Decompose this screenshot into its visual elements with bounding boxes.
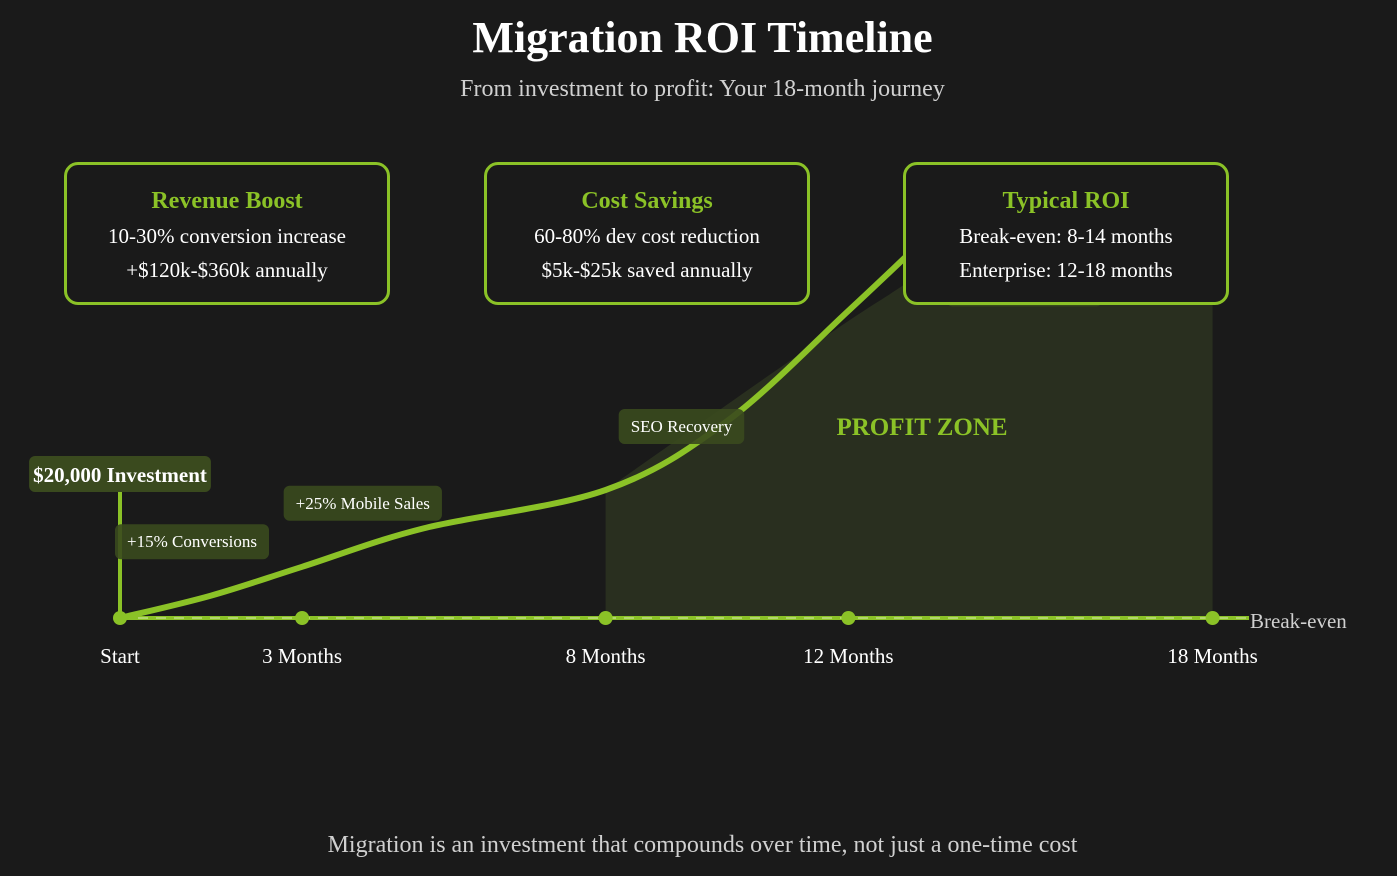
page-subtitle: From investment to profit: Your 18-month…	[460, 76, 945, 102]
milestone-label: Start	[100, 644, 140, 668]
milestone-label: 12 Months	[803, 644, 893, 668]
milestone-dot	[1205, 611, 1220, 625]
milestone-dot	[295, 611, 310, 625]
annotation-label: +25% Mobile Sales	[296, 494, 430, 513]
card-title: Cost Savings	[581, 188, 713, 214]
footer-caption: Migration is an investment that compound…	[327, 832, 1078, 858]
cost-savings-card: Cost Savings 60-80% dev cost reduction $…	[484, 162, 810, 305]
annotation-pill	[115, 524, 269, 560]
typical-roi-card: Typical ROI Break-even: 8-14 months Ente…	[903, 162, 1229, 305]
card-title: Revenue Boost	[151, 188, 303, 214]
profit-zone-label: PROFIT ZONE	[836, 414, 1007, 441]
card-line: 60-80% dev cost reduction	[534, 224, 760, 248]
milestone-dot	[598, 611, 613, 625]
break-even-label: Break-even	[1250, 609, 1347, 633]
milestone-label: 18 Months	[1167, 644, 1257, 668]
card-line: Enterprise: 12-18 months	[959, 258, 1173, 282]
card-line: Break-even: 8-14 months	[959, 224, 1173, 248]
card-line: 10-30% conversion increase	[108, 224, 346, 248]
roi-growth-curve	[117, 239, 925, 621]
investment-label-pill	[29, 456, 211, 492]
investment-label: $20,000 Investment	[33, 463, 207, 487]
profit-zone-area	[605, 257, 1213, 618]
card-title: Typical ROI	[1002, 188, 1130, 214]
milestone-label: 3 Months	[262, 644, 342, 668]
card-line: $5k-$25k saved annually	[541, 258, 753, 282]
milestone-label: 8 Months	[566, 644, 646, 668]
annotation-label: +15% Conversions	[127, 532, 257, 551]
revenue-boost-card: Revenue Boost 10-30% conversion increase…	[64, 162, 390, 305]
annotation-label: SEO Recovery	[631, 417, 733, 436]
card-line: +$120k-$360k annually	[126, 258, 328, 282]
milestone-dot	[841, 611, 856, 625]
annotation-pill	[283, 485, 442, 521]
page-title: Migration ROI Timeline	[472, 13, 933, 62]
annotation-pill	[618, 409, 745, 444]
